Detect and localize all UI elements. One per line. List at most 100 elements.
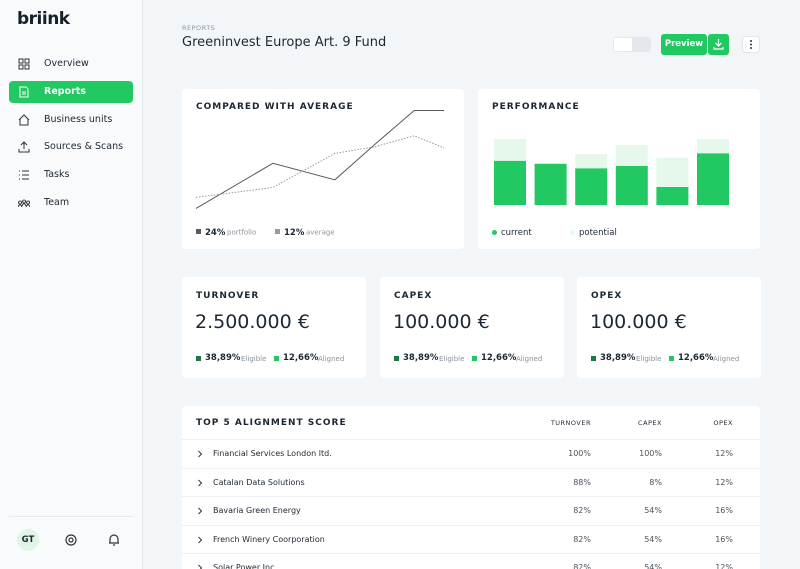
- aligned-value: 12,66%: [283, 353, 319, 363]
- table-row[interactable]: French Winery Coorporation 82% 54% 16%: [182, 524, 760, 554]
- nav-icon: [18, 199, 30, 208]
- score-cell: 16%: [715, 506, 733, 515]
- table-row[interactable]: Catalan Data Solutions 88% 8% 12%: [182, 467, 760, 497]
- eligible-value: 38,89%: [205, 353, 241, 363]
- bell-icon[interactable]: [106, 532, 122, 548]
- eligible-swatch: [591, 356, 596, 361]
- nav-icon: [19, 170, 29, 180]
- score-cell: 16%: [715, 534, 733, 544]
- legend-value: 12%: [284, 228, 305, 238]
- score-cell: 54%: [644, 534, 662, 544]
- company-name: Solar Power Inc.: [213, 563, 278, 569]
- column-header: OPEX: [713, 419, 733, 427]
- icon-path: [19, 170, 29, 180]
- nav-label: Business units: [44, 113, 113, 125]
- nav-item[interactable]: Overview: [9, 53, 133, 75]
- nav-item[interactable]: Sources & Scans: [9, 136, 133, 158]
- nav-icon: [18, 141, 30, 153]
- company-name: French Winery Coorporation: [213, 534, 325, 544]
- expand-icon: [198, 450, 203, 458]
- expand-icon: [198, 507, 203, 515]
- bar-segment: [697, 139, 729, 154]
- kpi-card: CAPEX 100.000 € 38,89% Eligible 12,66% Aligne…: [380, 277, 564, 378]
- avatar[interactable]: GT: [17, 529, 39, 551]
- bar-segment: [494, 139, 526, 161]
- nav-label: Tasks: [44, 169, 70, 181]
- card-title: COMPARED WITH AVERAGE: [196, 102, 354, 112]
- nav-icon: [18, 113, 30, 126]
- legend-dot: [570, 230, 575, 235]
- nav-label: Reports: [44, 85, 86, 97]
- eligible-label: Eligible: [241, 354, 267, 363]
- table-row[interactable]: Solar Power Inc. 82% 54% 12%: [182, 553, 760, 569]
- score-cell: 54%: [644, 506, 662, 515]
- eligible-swatch: [196, 356, 201, 361]
- table-title: TOP 5 ALIGNMENT SCORE: [196, 418, 347, 428]
- bar-segment: [534, 163, 567, 205]
- eligible-label: Eligible: [636, 354, 662, 363]
- bar-segment: [575, 168, 608, 205]
- legend-label: average: [306, 229, 335, 237]
- legend-label: portfolio: [227, 229, 256, 237]
- aligned-value: 12,66%: [481, 353, 517, 363]
- bar-segment: [656, 157, 689, 187]
- legend-label: current: [501, 228, 532, 238]
- kpi-value: 100.000 €: [393, 311, 490, 333]
- aligned-swatch: [472, 356, 477, 361]
- kpi-card: OPEX 100.000 € 38,89% Eligible 12,66% Aligned: [577, 277, 761, 378]
- bar-segment: [656, 187, 689, 205]
- nav-label: Overview: [44, 58, 89, 69]
- nav-item[interactable]: Team: [9, 192, 133, 214]
- table-row[interactable]: Bavaria Green Energy 82% 54% 16%: [182, 496, 760, 525]
- kpi-title: OPEX: [591, 291, 623, 301]
- bar-segment: [494, 160, 526, 205]
- score-cell: 12%: [715, 477, 733, 487]
- chevron: [198, 536, 203, 543]
- kpi-value: 100.000 €: [590, 311, 687, 333]
- score-cell: 88%: [573, 477, 591, 487]
- icon-path: [18, 113, 30, 126]
- legend-swatch: [196, 229, 201, 234]
- nav-item[interactable]: Business units: [9, 109, 133, 131]
- preview-button[interactable]: Preview: [661, 34, 707, 55]
- kpi-title: TURNOVER: [196, 291, 260, 301]
- page-title: Greeninvest Europe Art. 9 Fund: [182, 35, 387, 50]
- download-button[interactable]: [708, 34, 729, 55]
- nav-item[interactable]: Reports: [9, 80, 133, 103]
- chevron: [198, 479, 203, 486]
- kpi-value: 2.500.000 €: [195, 311, 310, 333]
- bar-segment: [575, 154, 608, 169]
- bar-chart: current potential: [492, 139, 729, 238]
- bar-segment: [615, 145, 648, 166]
- more-button[interactable]: [742, 36, 760, 53]
- icon-path: [18, 199, 30, 208]
- bar-segment: [697, 153, 729, 205]
- icon-path: [18, 141, 30, 153]
- view-toggle[interactable]: [613, 37, 651, 52]
- nav-item[interactable]: Tasks: [9, 164, 133, 186]
- company-name: Bavaria Green Energy: [213, 506, 301, 515]
- kpi-title: CAPEX: [394, 291, 433, 301]
- legend-dot: [492, 230, 497, 235]
- table-card: TOP 5 ALIGNMENT SCORE TURNOVER CAPEX OPEX F…: [182, 406, 760, 569]
- chevron: [198, 564, 203, 569]
- divider: [9, 516, 133, 517]
- expand-icon: [198, 479, 203, 486]
- line-chart: 24% portfolio 12% average: [195, 110, 445, 238]
- table-row[interactable]: Financial Services London ltd. 100% 100% 12…: [182, 439, 760, 468]
- aligned-value: 12,66%: [678, 353, 714, 363]
- company-name: Catalan Data Solutions: [213, 477, 305, 487]
- settings-icon[interactable]: [63, 532, 79, 548]
- nav-icon: [19, 86, 29, 98]
- company-name: Financial Services London ltd.: [213, 449, 332, 458]
- logo[interactable]: briink: [17, 9, 70, 29]
- icon-path: [18, 58, 30, 70]
- card-title: PERFORMANCE: [492, 102, 580, 112]
- breadcrumb[interactable]: REPORTS: [182, 24, 216, 32]
- aligned-swatch: [274, 356, 279, 361]
- chevron: [198, 507, 203, 515]
- score-cell: 82%: [573, 534, 591, 544]
- legend-label: potential: [579, 228, 617, 238]
- chevron: [198, 450, 203, 458]
